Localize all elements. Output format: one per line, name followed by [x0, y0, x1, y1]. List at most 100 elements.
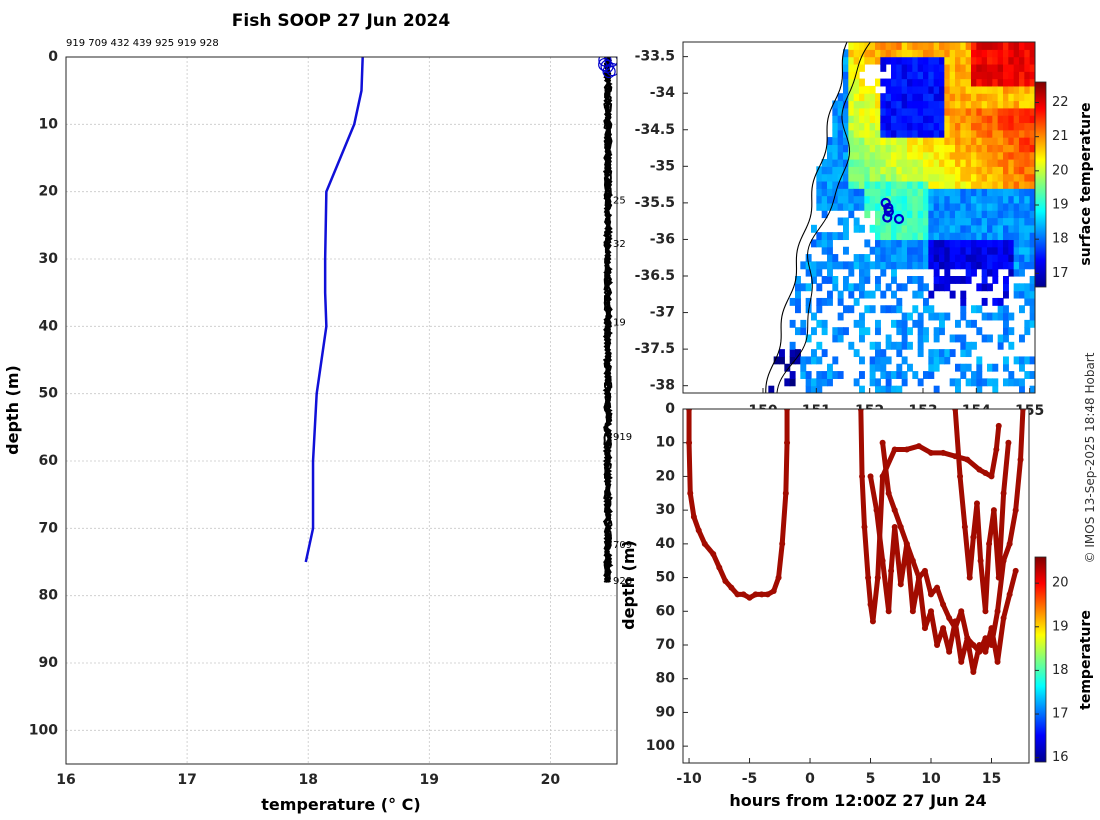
mean-profile-line — [304, 57, 364, 563]
sst-cell — [987, 49, 993, 58]
sst-cell — [912, 42, 919, 50]
sst-cell — [987, 312, 993, 321]
sst-cell — [1019, 195, 1025, 204]
sst-cell — [917, 42, 924, 50]
sst-cell — [944, 232, 951, 241]
sst-cell — [907, 195, 913, 204]
y-tick-label: 10 — [39, 116, 59, 132]
sst-cell — [821, 202, 828, 211]
sst-cell — [955, 232, 961, 241]
sst-cell — [997, 71, 1004, 80]
sst-cell — [843, 100, 849, 109]
sst-cell — [885, 107, 892, 116]
sst-cell — [805, 297, 812, 306]
sst-cell — [848, 341, 855, 350]
trace-point — [946, 648, 953, 655]
sst-cell — [997, 78, 1004, 87]
sst-cell — [832, 180, 839, 189]
sst-cell — [1003, 224, 1009, 233]
sst-cell — [955, 363, 961, 372]
trace-point — [728, 584, 735, 591]
sst-cell — [1035, 64, 1041, 72]
sst-cell — [885, 305, 892, 314]
sst-cell — [944, 268, 951, 277]
sst-cell — [1013, 268, 1020, 277]
sst-cell — [955, 42, 961, 50]
sst-cell — [1008, 173, 1015, 182]
sst-cell — [987, 268, 993, 277]
sst-cell — [864, 159, 871, 167]
sst-cell — [1029, 210, 1035, 219]
sst-cell — [907, 42, 913, 50]
sst-cell — [1019, 356, 1025, 365]
sst-cell — [875, 166, 881, 175]
sst-cell — [944, 283, 951, 292]
sst-cell — [1019, 56, 1025, 65]
sst-cell — [832, 334, 839, 343]
sst-cell — [949, 42, 956, 50]
sst-cell — [875, 122, 881, 131]
sst-cell — [923, 283, 929, 292]
sst-cell — [859, 100, 865, 109]
sst-cell — [949, 261, 956, 270]
sst-cell — [1003, 195, 1009, 204]
colorbar-tick-label: 18 — [1052, 232, 1069, 247]
sst-cell — [837, 137, 844, 145]
sst-cell — [1019, 305, 1025, 314]
sst-cell — [976, 385, 983, 393]
sst-cell — [960, 290, 967, 299]
sst-cell — [789, 378, 796, 387]
sst-cell — [976, 42, 983, 50]
sst-cell — [1003, 246, 1009, 255]
sst-cell — [1019, 115, 1025, 124]
profile-axes-box — [65, 56, 618, 765]
depth-tick-label: 80 — [656, 671, 676, 687]
sst-cell — [965, 246, 972, 255]
sst-cell — [891, 107, 897, 116]
cast-annotation: 709 — [613, 540, 632, 551]
sst-cell — [1024, 56, 1031, 65]
sst-cell — [832, 129, 839, 138]
sst-cell — [912, 195, 919, 204]
depth-time-y-label: depth (m) — [619, 540, 638, 630]
sst-cell — [987, 195, 993, 204]
sst-cell — [939, 224, 945, 233]
sst-cell — [949, 224, 956, 233]
sst-cell — [965, 195, 972, 204]
sst-cell — [1013, 49, 1020, 58]
sst-cell — [928, 173, 935, 182]
sst-cell — [987, 122, 993, 131]
sst-cell — [1019, 100, 1025, 109]
sst-cell — [832, 195, 839, 204]
sst-cell — [949, 290, 956, 299]
trace-point — [1006, 540, 1013, 547]
sst-cell — [912, 180, 919, 189]
sst-cell — [901, 327, 908, 336]
sst-cell — [912, 85, 919, 94]
trace-point — [946, 615, 953, 622]
depth-time-x-label: hours from 12:00Z 27 Jun 24 — [729, 791, 986, 810]
sst-cell — [800, 356, 807, 365]
sst-cell — [923, 232, 929, 241]
sst-cell — [1029, 129, 1035, 138]
sst-cell — [965, 319, 972, 328]
sst-cell — [1003, 261, 1009, 270]
sst-cell — [939, 63, 945, 72]
sst-cell — [885, 224, 892, 233]
sst-cell — [853, 137, 860, 145]
sst-cell — [821, 261, 828, 270]
sst-cell — [1008, 122, 1015, 131]
sst-cell — [971, 78, 977, 87]
trace-point — [758, 591, 765, 598]
y-tick-label: 50 — [39, 386, 59, 402]
sst-cell — [923, 115, 929, 124]
sst-cell — [997, 93, 1004, 102]
sst-cell — [880, 305, 887, 314]
sst-cell — [949, 188, 956, 197]
sst-cell — [880, 56, 887, 65]
sst-cell — [960, 261, 967, 270]
sst-cell — [843, 85, 849, 94]
sst-cell — [1013, 261, 1020, 270]
sst-cell — [912, 63, 919, 72]
sst-cell — [885, 188, 892, 197]
